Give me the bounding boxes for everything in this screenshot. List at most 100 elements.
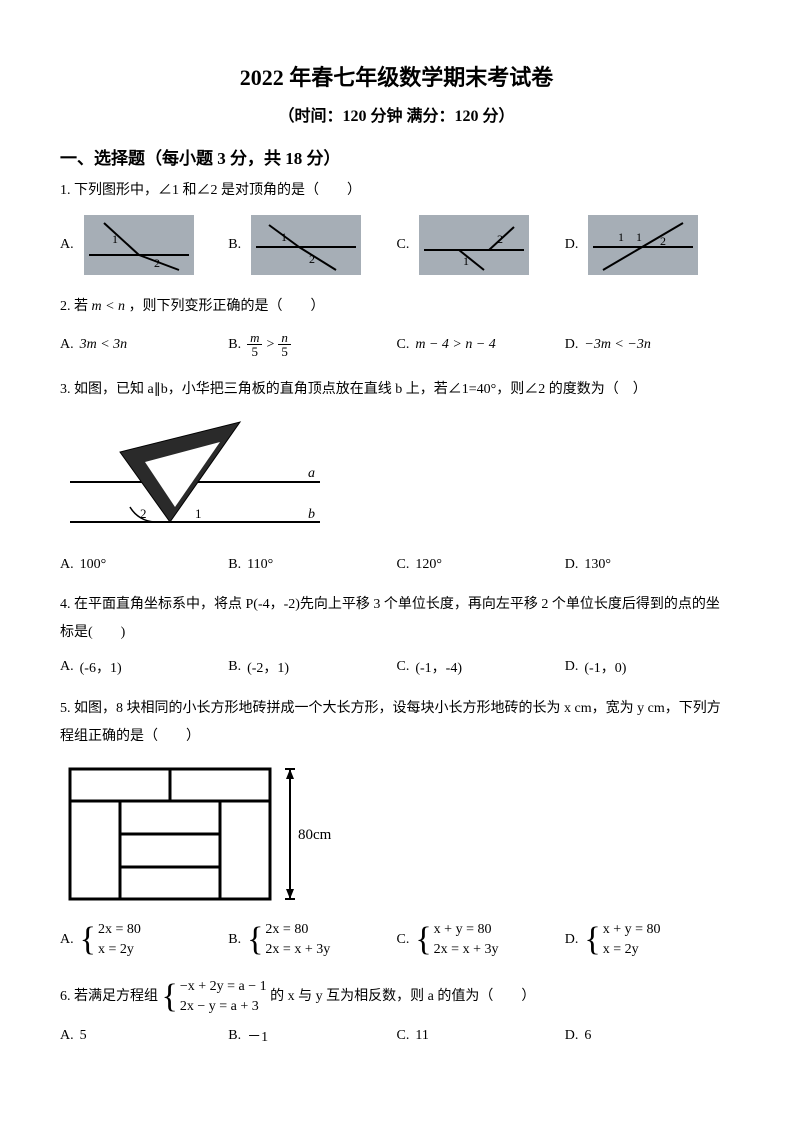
opt-label: D. bbox=[565, 557, 579, 573]
frac-den: 5 bbox=[278, 345, 291, 358]
q3-label-a: a bbox=[308, 466, 315, 481]
eq-line: −x + 2y = a − 1 bbox=[180, 977, 267, 997]
opt-label: B. bbox=[228, 557, 241, 573]
q3-c-val: 120° bbox=[415, 557, 442, 573]
q3-b-val: 110° bbox=[247, 557, 273, 573]
eq-line: x = 2y bbox=[603, 940, 661, 960]
angle-figure-d-icon: 1 1 2 bbox=[588, 215, 698, 275]
q2-b-rel: > bbox=[266, 337, 274, 353]
q1-options: A. 1 2 B. 1 2 bbox=[60, 215, 733, 275]
q4-opt-a: A.(-6，1) bbox=[60, 657, 228, 677]
opt-label: A. bbox=[60, 659, 74, 675]
q5-options: A. { 2x = 80x = 2y B. { 2x = 802x = x + … bbox=[60, 920, 733, 959]
q3-label-1: 1 bbox=[195, 506, 202, 521]
opt-label: A. bbox=[60, 337, 74, 353]
q2-opt-d: D. −3m < −3n bbox=[565, 337, 733, 353]
svg-text:1: 1 bbox=[281, 230, 287, 244]
q3-opt-b: B. 110° bbox=[228, 557, 396, 573]
opt-label: D. bbox=[565, 659, 579, 675]
q3-options: A.100° B. 110° C. 120° D. 130° bbox=[60, 557, 733, 573]
brace-system-icon: { x + y = 80x = 2y bbox=[584, 920, 660, 959]
opt-label: D. bbox=[565, 337, 579, 353]
q6-d-val: 6 bbox=[584, 1028, 591, 1044]
q3-opt-a: A.100° bbox=[60, 557, 228, 573]
q1-opt-b: B. 1 2 bbox=[228, 215, 396, 275]
eq-line: 2x = 80 bbox=[98, 920, 141, 940]
section-heading: 一、选择题（每小题 3 分，共 18 分） bbox=[60, 144, 733, 169]
q3-figure: a b 1 2 bbox=[60, 412, 733, 547]
q3-a-val: 100° bbox=[80, 557, 107, 573]
opt-label: B. bbox=[228, 337, 241, 353]
fraction-icon: m 5 bbox=[247, 331, 262, 358]
fraction-icon: n 5 bbox=[278, 331, 291, 358]
q2-opt-c: C. m − 4 > n − 4 bbox=[397, 337, 565, 353]
q5-text: 5. 如图，8 块相同的小长方形地砖拼成一个大长方形，设每块小长方形地砖的长为 … bbox=[60, 695, 733, 751]
opt-label: A. bbox=[60, 237, 74, 253]
eq-line: x + y = 80 bbox=[603, 920, 661, 940]
q6-pre: 6. 若满足方程组 bbox=[60, 989, 158, 1004]
q6-opt-a: A.5 bbox=[60, 1028, 228, 1044]
brace-system-icon: { x + y = 802x = x + 3y bbox=[415, 920, 498, 959]
q1-thumb-c: 1 2 bbox=[419, 215, 529, 275]
q2-d-val: −3m < −3n bbox=[584, 337, 650, 353]
q3-opt-d: D. 130° bbox=[565, 557, 733, 573]
q4-c-val: (-1，-4) bbox=[415, 657, 462, 677]
opt-label: D. bbox=[565, 932, 579, 948]
q1-thumb-b: 1 2 bbox=[251, 215, 361, 275]
eq-line: 2x − y = a + 3 bbox=[180, 997, 267, 1017]
opt-label: C. bbox=[397, 659, 410, 675]
q6-b-val: －1 bbox=[247, 1026, 268, 1046]
eq-line: 2x = x + 3y bbox=[265, 940, 330, 960]
q4-text: 4. 在平面直角坐标系中，将点 P(-4，-2)先向上平移 3 个单位长度，再向… bbox=[60, 591, 733, 647]
brace-system-icon: { 2x = 802x = x + 3y bbox=[247, 920, 330, 959]
q2-pre: 2. 若 bbox=[60, 299, 92, 314]
opt-label: B. bbox=[228, 932, 241, 948]
svg-text:1: 1 bbox=[112, 232, 118, 246]
q6-text: 6. 若满足方程组 { −x + 2y = a − 12x − y = a + … bbox=[60, 977, 733, 1016]
frac-num: m bbox=[247, 331, 262, 345]
q1-text: 1. 下列图形中，∠1 和∠2 是对顶角的是（ ） bbox=[60, 177, 733, 205]
q4-opt-c: C. (-1，-4) bbox=[397, 657, 565, 677]
q6-options: A.5 B.－1 C.11 D.6 bbox=[60, 1026, 733, 1046]
q1-thumb-d: 1 1 2 bbox=[588, 215, 698, 275]
page-title: 2022 年春七年级数学期末考试卷 bbox=[60, 60, 733, 92]
opt-label: C. bbox=[397, 557, 410, 573]
q4-options: A.(-6，1) B.(-2，1) C. (-1，-4) D.(-1，0) bbox=[60, 657, 733, 677]
q3-d-val: 130° bbox=[584, 557, 611, 573]
q1-opt-c: C. 1 2 bbox=[397, 215, 565, 275]
eq-line: x + y = 80 bbox=[434, 920, 499, 940]
brace-system-icon: { −x + 2y = a − 12x − y = a + 3 bbox=[162, 977, 267, 1016]
q4-b-val: (-2，1) bbox=[247, 657, 289, 677]
q2-c-val: m − 4 > n − 4 bbox=[415, 337, 495, 353]
q2-cond: m < n bbox=[92, 299, 126, 314]
q5-figure: 80cm bbox=[60, 759, 733, 914]
q2-post: ，则下列变形正确的是（ ） bbox=[129, 299, 325, 314]
brace-system-icon: { 2x = 80x = 2y bbox=[80, 920, 141, 959]
q5-opt-b: B. { 2x = 802x = x + 3y bbox=[228, 920, 396, 959]
opt-label: B. bbox=[228, 237, 241, 253]
q6-c-val: 11 bbox=[415, 1028, 428, 1044]
frac-num: n bbox=[278, 331, 291, 345]
q1-opt-d: D. 1 1 2 bbox=[565, 215, 733, 275]
frac-den: 5 bbox=[247, 345, 262, 358]
tiled-rectangle-icon: 80cm bbox=[60, 759, 360, 909]
opt-label: C. bbox=[397, 237, 410, 253]
q1-opt-a: A. 1 2 bbox=[60, 215, 228, 275]
q6-a-val: 5 bbox=[80, 1028, 87, 1044]
q4-opt-d: D.(-1，0) bbox=[565, 657, 733, 677]
opt-label: D. bbox=[565, 1028, 579, 1044]
q2-opt-a: A. 3m < 3n bbox=[60, 337, 228, 353]
svg-text:2: 2 bbox=[309, 252, 315, 266]
opt-label: D. bbox=[565, 237, 579, 253]
q3-label-2: 2 bbox=[140, 506, 147, 521]
opt-label: C. bbox=[397, 337, 410, 353]
q6-opt-c: C.11 bbox=[397, 1028, 565, 1044]
svg-text:1: 1 bbox=[463, 254, 469, 268]
q1-thumb-a: 1 2 bbox=[84, 215, 194, 275]
q5-opt-d: D. { x + y = 80x = 2y bbox=[565, 920, 733, 959]
q3-text: 3. 如图，已知 a∥b，小华把三角板的直角顶点放在直线 b 上，若∠1=40°… bbox=[60, 376, 733, 404]
eq-line: x = 2y bbox=[98, 940, 141, 960]
q6-post: 的 x 与 y 互为相反数，则 a 的值为（ ） bbox=[270, 989, 535, 1004]
q4-opt-b: B.(-2，1) bbox=[228, 657, 396, 677]
q2-opt-b: B. m 5 > n 5 bbox=[228, 331, 396, 358]
